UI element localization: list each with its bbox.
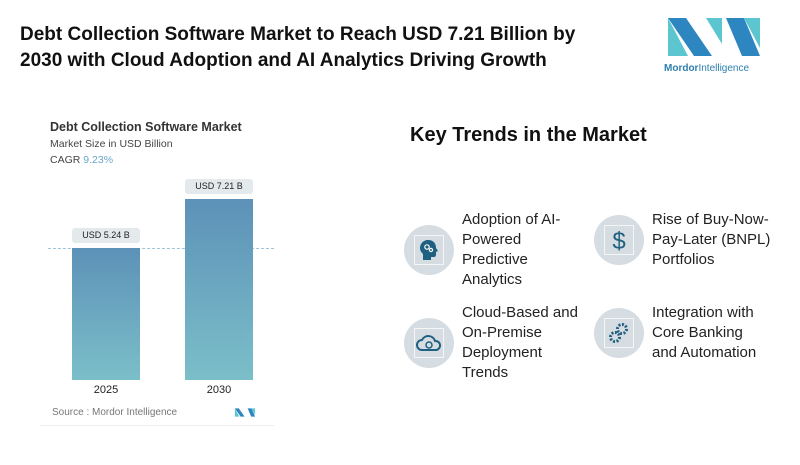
trend-label: Integration with Core Banking and Automa… <box>652 304 757 361</box>
bar-2030 <box>185 199 253 380</box>
cagr: CAGR 9.23% <box>50 154 114 166</box>
ai-head-icon <box>414 235 444 265</box>
trends-title: Key Trends in the Market <box>410 124 647 146</box>
chart-panel: Debt Collection Software Market Market S… <box>40 114 274 426</box>
gears-icon <box>604 318 634 348</box>
x-tick-label: 2030 <box>206 384 232 396</box>
trend-label: Rise of Buy-Now-Pay-Later (BNPL) Portfol… <box>652 211 771 268</box>
trend-label: Adoption of AI-Powered Predictive Analyt… <box>462 211 561 288</box>
trend-item: Cloud-Based and On-Premise Deployment Tr… <box>404 303 582 383</box>
chart-source: Source : Mordor Intelligence <box>52 407 178 418</box>
chart-title: Debt Collection Software Market <box>50 120 242 134</box>
chart-subtitle: Market Size in USD Billion <box>50 138 173 150</box>
cloud-sync-icon <box>414 328 444 358</box>
page-title: Debt Collection Software Market to Reach… <box>20 24 576 71</box>
reference-line <box>48 248 274 250</box>
dollar-icon: $ <box>604 225 634 255</box>
x-tick-label: 2025 <box>93 384 119 396</box>
trend-item: Integration with Core Banking and Automa… <box>594 303 772 363</box>
mini-logo-icon <box>234 408 256 417</box>
data-label: USD 7.21 B <box>185 179 253 195</box>
bar-2025 <box>72 248 140 380</box>
mordor-logo: MordorIntelligence <box>664 18 764 74</box>
trend-label: Cloud-Based and On-Premise Deployment Tr… <box>462 304 578 381</box>
data-label: USD 5.24 B <box>72 228 140 244</box>
trend-item: Adoption of AI-Powered Predictive Analyt… <box>404 210 582 290</box>
trend-item: $ Rise of Buy-Now-Pay-Later (BNPL) Portfo… <box>594 210 772 270</box>
svg-text:$: $ <box>612 228 625 253</box>
logo-mark-icon <box>668 18 760 56</box>
